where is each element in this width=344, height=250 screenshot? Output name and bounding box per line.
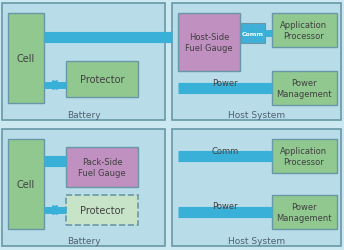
Text: Battery: Battery [67,111,101,120]
Text: Protector: Protector [80,205,124,215]
Text: Application
Processor: Application Processor [280,147,327,166]
Text: Comm: Comm [211,146,239,155]
Bar [272,140,337,173]
Text: Application
Processor: Application Processor [280,21,327,40]
Bar [2,130,165,246]
Bar [66,195,138,225]
Bar [172,130,341,246]
Bar [178,14,240,72]
Bar [272,72,337,106]
Text: Cell: Cell [17,54,35,64]
Text: Power: Power [212,78,238,87]
Text: Host System: Host System [228,236,286,246]
Bar [8,14,44,104]
Bar [66,148,138,187]
Text: Host System: Host System [228,111,286,120]
Text: Protector: Protector [80,75,124,85]
Text: Power
Management: Power Management [276,79,332,98]
Bar [8,140,44,229]
Text: Power: Power [212,202,238,211]
Bar [272,14,337,48]
Text: Pack-Side
Fuel Gauge: Pack-Side Fuel Gauge [78,158,126,177]
Bar [272,195,337,229]
Text: Power
Management: Power Management [276,202,332,222]
Bar [172,4,341,120]
Bar [66,62,138,98]
Text: Battery: Battery [67,236,101,246]
Text: Host-Side
Fuel Gauge: Host-Side Fuel Gauge [185,33,233,52]
Bar [241,24,265,44]
Bar [2,4,165,120]
Text: Cell: Cell [17,179,35,189]
Text: Comm: Comm [242,31,264,36]
